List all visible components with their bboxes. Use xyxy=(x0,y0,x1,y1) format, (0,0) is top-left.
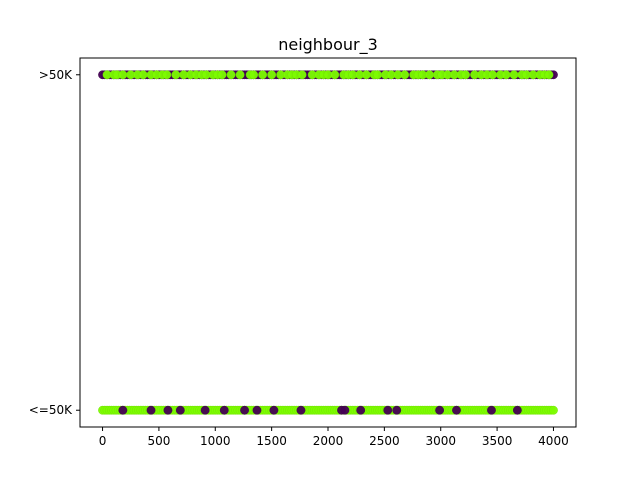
x-tick-label: 1000 xyxy=(200,434,231,448)
data-point xyxy=(297,70,307,80)
x-tick-label: 3000 xyxy=(425,434,456,448)
data-point xyxy=(296,405,306,415)
x-tick-label: 2000 xyxy=(313,434,344,448)
data-point xyxy=(217,70,227,80)
data-point xyxy=(252,405,262,415)
y-tick-label: <=50K xyxy=(29,403,73,417)
data-point xyxy=(501,70,511,80)
data-point xyxy=(226,70,236,80)
data-point xyxy=(118,70,128,80)
x-tick-label: 0 xyxy=(99,434,107,448)
data-point xyxy=(383,405,393,415)
data-point xyxy=(509,70,519,80)
x-tick-label: 500 xyxy=(147,434,170,448)
data-point xyxy=(249,70,259,80)
data-point xyxy=(200,405,210,415)
x-tick-label: 1500 xyxy=(256,434,287,448)
data-point xyxy=(461,70,470,80)
data-point xyxy=(235,70,245,80)
plot-area-frame xyxy=(79,57,577,428)
data-point xyxy=(549,405,558,415)
data-point xyxy=(258,70,268,80)
data-point xyxy=(452,405,461,415)
data-point xyxy=(400,70,410,80)
data-point xyxy=(488,70,497,80)
data-point xyxy=(118,405,128,415)
data-point xyxy=(219,405,229,415)
data-point xyxy=(544,70,554,80)
data-point xyxy=(269,405,279,415)
y-axis: <=50K >50K xyxy=(29,68,80,417)
data-point xyxy=(240,405,249,415)
data-point xyxy=(373,70,382,80)
data-point xyxy=(512,405,522,415)
data-point xyxy=(435,405,444,415)
x-tick-label: 3500 xyxy=(482,434,513,448)
data-point xyxy=(171,70,181,80)
data-point xyxy=(361,70,371,80)
data-point xyxy=(175,405,185,415)
data-point xyxy=(392,405,402,415)
data-point xyxy=(267,70,277,80)
data-point xyxy=(330,70,340,80)
data-point xyxy=(138,70,148,80)
chart-title: neighbour_3 xyxy=(278,35,378,55)
data-point xyxy=(487,405,496,415)
data-point xyxy=(163,405,173,415)
data-point xyxy=(162,70,172,80)
data-point xyxy=(425,70,434,80)
x-axis: 0 500 1000 1500 2000 2500 3000 3500 4000 xyxy=(99,427,569,448)
x-tick-label: 4000 xyxy=(538,434,569,448)
data-point xyxy=(356,405,366,415)
data-point xyxy=(146,405,156,415)
y-tick-label: >50K xyxy=(39,68,73,82)
data-point xyxy=(340,405,350,415)
points-layer xyxy=(98,70,558,415)
x-tick-label: 2500 xyxy=(369,434,400,448)
